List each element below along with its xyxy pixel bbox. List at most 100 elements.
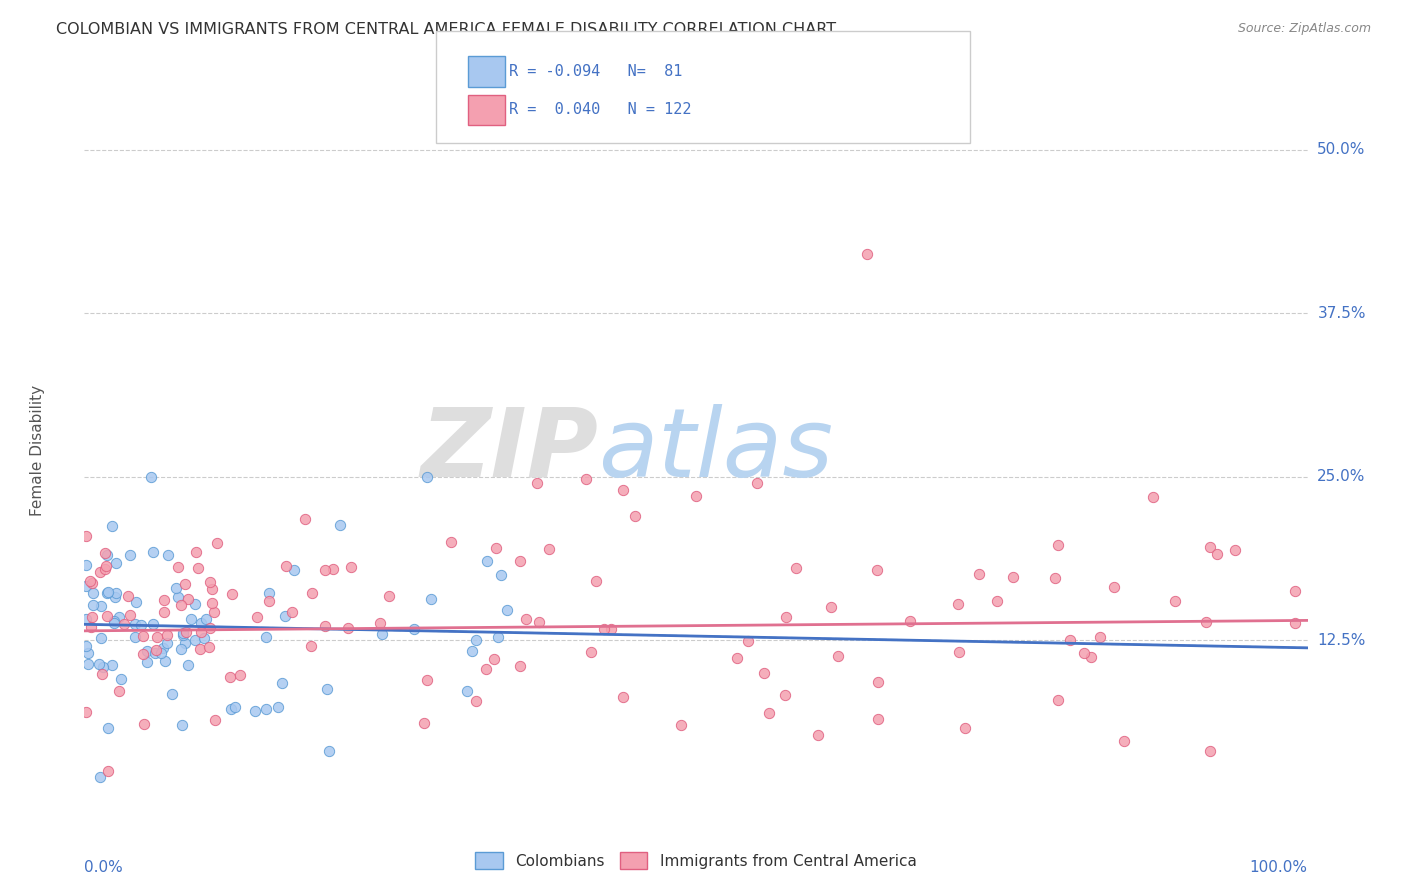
- Point: [246, 609, 269, 624]
- Point: [184, 545, 207, 559]
- Point: [82, 599, 104, 613]
- Point: [773, 688, 796, 702]
- Point: [1104, 580, 1126, 594]
- Point: [898, 614, 921, 628]
- Point: [190, 615, 212, 630]
- Point: [1195, 615, 1218, 630]
- Point: [152, 593, 174, 607]
- Point: [413, 716, 436, 731]
- Point: [90, 631, 112, 645]
- Point: [174, 624, 197, 639]
- Point: [575, 472, 598, 486]
- Point: [243, 704, 266, 718]
- Point: [172, 625, 194, 640]
- Point: [96, 549, 118, 563]
- Point: [599, 622, 621, 636]
- Point: [737, 634, 759, 648]
- Point: [173, 635, 195, 649]
- Point: [336, 621, 359, 635]
- Point: [89, 657, 111, 671]
- Text: atlas: atlas: [598, 404, 834, 497]
- Point: [464, 632, 486, 647]
- Point: [96, 586, 118, 600]
- Point: [91, 667, 114, 681]
- Point: [80, 619, 103, 633]
- Point: [205, 536, 228, 550]
- Point: [274, 558, 297, 573]
- Point: [579, 645, 602, 659]
- Point: [82, 585, 104, 599]
- Point: [340, 560, 363, 574]
- Text: Source: ZipAtlas.com: Source: ZipAtlas.com: [1237, 22, 1371, 36]
- Point: [162, 688, 184, 702]
- Point: [153, 654, 176, 668]
- Point: [97, 764, 120, 778]
- Point: [145, 643, 167, 657]
- Point: [624, 508, 647, 523]
- Point: [254, 702, 277, 716]
- Point: [139, 469, 162, 483]
- Point: [685, 489, 707, 503]
- Point: [301, 586, 323, 600]
- Point: [79, 574, 101, 589]
- Point: [475, 662, 498, 676]
- Point: [107, 683, 129, 698]
- Text: 12.5%: 12.5%: [1317, 632, 1365, 648]
- Point: [124, 616, 146, 631]
- Point: [820, 600, 842, 615]
- Point: [89, 565, 111, 579]
- Point: [219, 702, 242, 716]
- Point: [103, 590, 125, 604]
- Point: [132, 629, 155, 643]
- Point: [134, 716, 156, 731]
- Point: [489, 567, 512, 582]
- Point: [440, 535, 463, 549]
- Point: [946, 598, 969, 612]
- Point: [612, 690, 634, 704]
- Text: COLOMBIAN VS IMMIGRANTS FROM CENTRAL AMERICA FEMALE DISABILITY CORRELATION CHART: COLOMBIAN VS IMMIGRANTS FROM CENTRAL AME…: [56, 22, 837, 37]
- Point: [124, 630, 146, 644]
- Point: [754, 665, 776, 680]
- Point: [97, 584, 120, 599]
- Point: [177, 592, 200, 607]
- Point: [1046, 693, 1069, 707]
- Point: [404, 622, 426, 636]
- Point: [484, 651, 506, 665]
- Point: [221, 587, 243, 601]
- Point: [267, 699, 290, 714]
- Point: [228, 668, 250, 682]
- Point: [254, 630, 277, 644]
- Point: [509, 554, 531, 568]
- Point: [142, 544, 165, 558]
- Point: [270, 676, 292, 690]
- Point: [170, 598, 193, 612]
- Point: [1047, 538, 1070, 552]
- Point: [75, 558, 97, 572]
- Point: [202, 605, 225, 619]
- Point: [105, 556, 128, 570]
- Point: [201, 596, 224, 610]
- Point: [485, 541, 508, 555]
- Point: [142, 616, 165, 631]
- Point: [1142, 490, 1164, 504]
- Point: [299, 640, 322, 654]
- Point: [1198, 744, 1220, 758]
- Point: [75, 529, 97, 543]
- Point: [827, 648, 849, 663]
- Point: [93, 562, 115, 576]
- Point: [172, 718, 194, 732]
- Point: [157, 548, 180, 562]
- Point: [725, 651, 748, 665]
- Point: [475, 554, 498, 568]
- Point: [314, 563, 336, 577]
- Point: [135, 644, 157, 658]
- Point: [89, 770, 111, 784]
- Point: [146, 630, 169, 644]
- Point: [257, 594, 280, 608]
- Point: [281, 605, 304, 619]
- Point: [90, 599, 112, 613]
- Point: [152, 640, 174, 655]
- Point: [165, 581, 187, 595]
- Point: [173, 577, 195, 591]
- Point: [156, 628, 179, 642]
